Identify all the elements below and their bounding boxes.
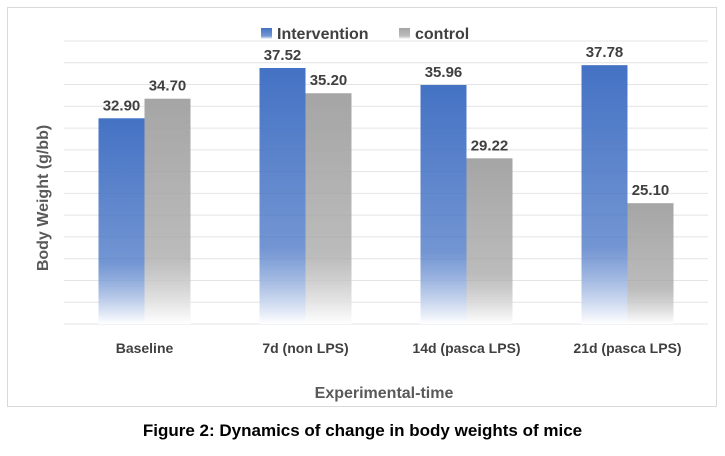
category-tick-labels: Baseline 7d (non LPS) 14d (pasca LPS) 21d (… xyxy=(116,340,682,356)
data-label: 35.96 xyxy=(425,64,463,81)
bar-intervention xyxy=(259,67,306,325)
legend-label: control xyxy=(415,26,469,43)
bar-control xyxy=(305,93,352,324)
data-label: 37.78 xyxy=(586,44,624,61)
data-label: 37.52 xyxy=(264,47,302,64)
legend-label: Intervention xyxy=(277,26,369,43)
category-label: Baseline xyxy=(116,340,174,356)
chart-frame: 32.90 34.70 37.52 35.20 35.96 29.22 37.78 25.10… xyxy=(7,7,717,407)
category-label: 7d (non LPS) xyxy=(262,340,348,356)
data-label: 34.70 xyxy=(149,78,187,95)
bars xyxy=(98,65,674,325)
figure-caption: Figure 2: Dynamics of change in body wei… xyxy=(142,421,583,440)
bar-control xyxy=(466,158,513,324)
data-label: 35.20 xyxy=(310,72,348,89)
data-label: 32.90 xyxy=(103,97,141,114)
category-label: 14d (pasca LPS) xyxy=(412,340,520,356)
legend-swatch xyxy=(261,28,272,39)
bar-intervention xyxy=(420,84,467,324)
bar-intervention xyxy=(581,65,628,324)
legend: Intervention control xyxy=(261,26,469,43)
data-labels: 32.90 34.70 37.52 35.20 35.96 29.22 37.78 25.10 xyxy=(103,44,670,199)
bar-control xyxy=(144,98,191,324)
bar-chart: 32.90 34.70 37.52 35.20 35.96 29.22 37.78 25.10… xyxy=(35,26,708,402)
category-label: 21d (pasca LPS) xyxy=(573,340,681,356)
data-label: 25.10 xyxy=(632,182,670,199)
bar-control xyxy=(627,203,674,324)
legend-swatch xyxy=(399,28,410,39)
x-axis-title: Experimental-time xyxy=(315,385,454,402)
y-axis-title: Body Weight (g/bb) xyxy=(35,125,52,271)
data-label: 29.22 xyxy=(471,137,509,154)
bar-intervention xyxy=(98,118,145,325)
